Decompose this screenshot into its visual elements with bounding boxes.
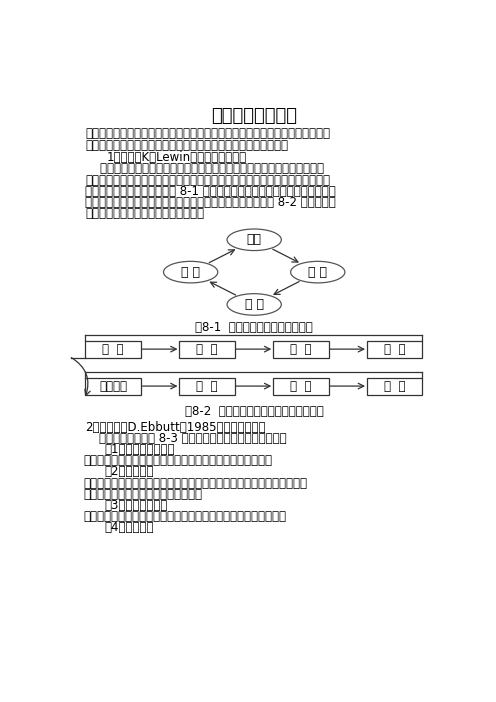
Text: 图8-1  行动研究的螺旋循环模式。: 图8-1 行动研究的螺旋循环模式。 [195, 322, 313, 334]
Text: 法，还提出行动研究包含计划、行动、观察和反省四个环节的概念，并建立行动: 法，还提出行动研究包含计划、行动、观察和反省四个环节的概念，并建立行动 [85, 173, 330, 187]
Text: 反 思: 反 思 [181, 265, 200, 279]
Text: 观 察: 观 察 [245, 298, 264, 311]
Ellipse shape [291, 261, 345, 283]
Text: 作为另一个循环的开始，从而把螺旋循环模式作了修正，如图 8-2 所示。这个: 作为另一个循环的开始，从而把螺旋循环模式作了修正，如图 8-2 所示。这个 [85, 196, 336, 209]
Text: 即资料收集阶段，需要对资料收集作出计划，采用哪种方法收集资料？收: 即资料收集阶段，需要对资料收集作出计划，采用哪种方法收集资料？收 [84, 477, 308, 489]
Text: （2）考察阶段: （2）考察阶段 [105, 465, 154, 478]
Text: 行  动: 行 动 [196, 343, 218, 356]
Text: 观  察: 观 察 [290, 380, 311, 392]
FancyBboxPatch shape [85, 340, 141, 357]
Text: 勒温是行动研究一位重要的先驱，他不仅首先提出行动研究这个名词和方: 勒温是行动研究一位重要的先驱，他不仅首先提出行动研究这个名词和方 [85, 162, 324, 176]
Text: 观  察: 观 察 [290, 343, 311, 356]
Text: 这个模式结构如图 8-3 所示，它包括如下几个主要步骤：: 这个模式结构如图 8-3 所示，它包括如下几个主要步骤： [84, 432, 286, 445]
Text: 包括问提的形成、问题原因的诊断、问题情境脉络的分析等。: 包括问提的形成、问题原因的诊断、问题情境脉络的分析等。 [84, 454, 273, 468]
Text: 重新计划: 重新计划 [99, 380, 127, 392]
Text: （4）采取行动: （4）采取行动 [105, 521, 154, 534]
Text: 许多学者曾对行动研究下不同的定义，并从不同的角度出发作了阐述，同时还提: 许多学者曾对行动研究下不同的定义，并从不同的角度出发作了阐述，同时还提 [85, 127, 330, 140]
Text: 出许多行动研究操作模式。下面介绍其中几种有影响的操作模式：: 出许多行动研究操作模式。下面介绍其中几种有影响的操作模式： [85, 138, 288, 152]
FancyBboxPatch shape [179, 378, 235, 395]
Ellipse shape [227, 293, 281, 315]
FancyBboxPatch shape [367, 378, 423, 395]
Text: 修正图成为行动研究操作的基本架构。: 修正图成为行动研究操作的基本架构。 [85, 207, 204, 220]
Text: 集哪些资料？由哪些人负责此项工作。: 集哪些资料？由哪些人负责此项工作。 [84, 488, 203, 501]
FancyBboxPatch shape [85, 378, 141, 395]
Text: 计  划: 计 划 [102, 343, 124, 356]
FancyBboxPatch shape [179, 340, 235, 357]
FancyBboxPatch shape [273, 378, 328, 395]
Text: 1．勒温（K．Lewin）的螺旋循环模式: 1．勒温（K．Lewin）的螺旋循环模式 [107, 151, 247, 164]
Text: （1）一般概念的形成: （1）一般概念的形成 [105, 443, 175, 456]
Ellipse shape [164, 261, 218, 283]
FancyBboxPatch shape [367, 340, 423, 357]
Text: 行 动: 行 动 [308, 265, 327, 279]
Text: 行  动: 行 动 [196, 380, 218, 392]
Text: 即拟定有效的行动方案，此方案会根据评价结果，适当加以调整。: 即拟定有效的行动方案，此方案会根据评价结果，适当加以调整。 [84, 510, 287, 523]
FancyBboxPatch shape [273, 340, 328, 357]
Text: 行动研究法的模式: 行动研究法的模式 [211, 107, 297, 126]
Text: 2．埃伯特（D.Ebbutt，1985）行动研究模式: 2．埃伯特（D.Ebbutt，1985）行动研究模式 [85, 420, 266, 434]
Text: 图8-2  行动研究的螺旋循环模式修正图。: 图8-2 行动研究的螺旋循环模式修正图。 [185, 405, 323, 418]
Text: （3）拟订整体计划: （3）拟订整体计划 [105, 499, 168, 512]
Text: 反  思: 反 思 [384, 380, 405, 392]
Text: 计划: 计划 [247, 233, 262, 246]
Text: 反  思: 反 思 [384, 343, 405, 356]
Text: 研究螺旋循环操作模式，如图 8-1 所示。后来，进一步把反思后重新修改计划: 研究螺旋循环操作模式，如图 8-1 所示。后来，进一步把反思后重新修改计划 [85, 185, 336, 198]
Ellipse shape [227, 229, 281, 251]
